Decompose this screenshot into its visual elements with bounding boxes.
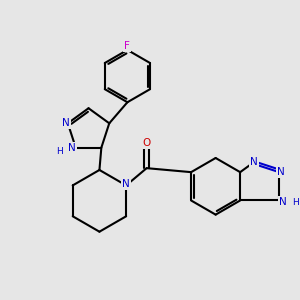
Text: N: N — [250, 157, 258, 166]
Text: H: H — [292, 198, 298, 207]
Text: N: N — [62, 118, 70, 128]
Text: N: N — [279, 197, 287, 207]
Text: N: N — [122, 178, 130, 189]
Text: O: O — [142, 138, 151, 148]
Text: N: N — [277, 167, 285, 177]
Text: F: F — [124, 41, 130, 51]
Text: N: N — [68, 143, 76, 153]
Text: H: H — [56, 147, 63, 156]
